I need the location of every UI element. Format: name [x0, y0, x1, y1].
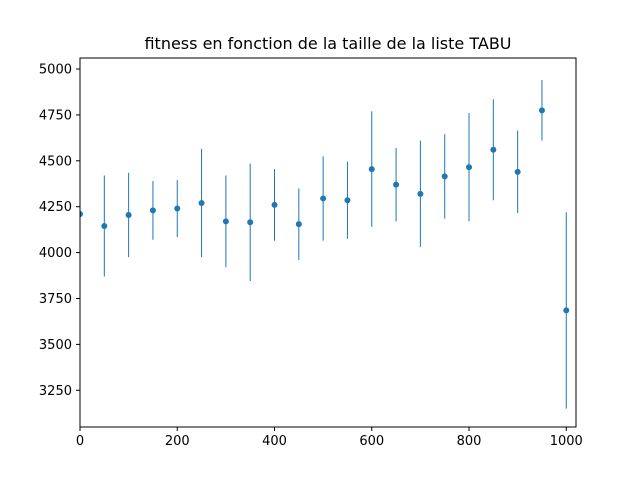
y-tick-label: 4500	[39, 154, 72, 169]
y-tick-label: 4250	[39, 200, 72, 215]
axes-frame	[79, 57, 577, 428]
data-point	[538, 107, 545, 114]
data-point	[441, 173, 448, 180]
y-axis: 3250 3500 3750 4000 4250 4500 4750 5000	[39, 63, 80, 399]
data-point	[320, 195, 327, 202]
x-tick-label: 600	[359, 434, 384, 449]
x-tick-label: 1000	[550, 434, 583, 449]
x-tick-label: 200	[165, 434, 190, 449]
data-point	[417, 190, 424, 197]
y-tick-label: 4750	[39, 108, 72, 123]
data-point	[149, 207, 156, 214]
data-point	[295, 221, 302, 228]
x-tick-label: 0	[76, 434, 84, 449]
data-point	[101, 222, 108, 229]
data-point	[344, 197, 351, 204]
y-tick-label: 5000	[39, 63, 72, 78]
plot-area	[80, 80, 570, 409]
y-tick-label: 3500	[39, 338, 72, 353]
x-tick-label: 400	[262, 434, 287, 449]
y-tick-label: 3750	[39, 292, 72, 307]
data-point	[514, 168, 521, 175]
data-point	[490, 146, 497, 153]
data-point	[563, 307, 570, 314]
data-point	[247, 219, 254, 226]
data-point	[125, 211, 132, 218]
data-point	[271, 201, 278, 208]
data-point	[393, 181, 400, 188]
y-tick-label: 4000	[39, 246, 72, 261]
data-point	[466, 164, 473, 171]
data-point	[198, 200, 205, 207]
data-point	[368, 166, 375, 173]
x-tick-label: 800	[457, 434, 482, 449]
data-point	[174, 205, 181, 212]
chart-title: fitness en fonction de la taille de la l…	[144, 34, 511, 53]
x-axis: 0 200 400 600 800 1000	[76, 427, 583, 449]
y-tick-label: 3250	[39, 384, 72, 399]
data-point	[80, 211, 83, 218]
data-point	[222, 218, 229, 225]
